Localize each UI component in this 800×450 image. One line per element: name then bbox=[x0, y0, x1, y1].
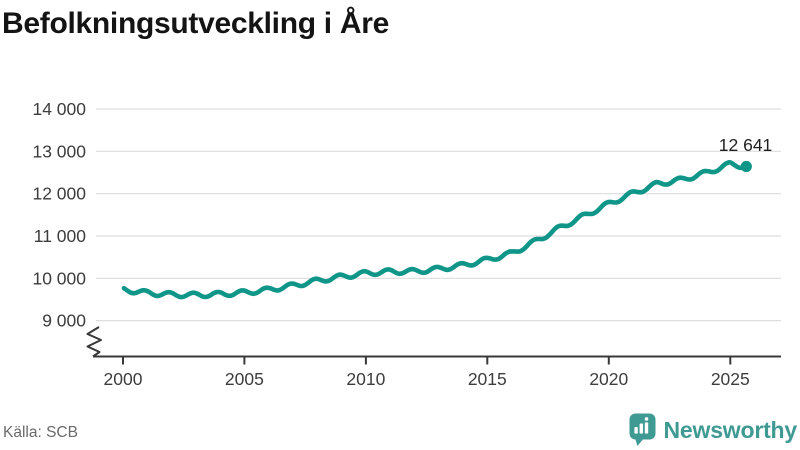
y-tick-label-11000: 11 000 bbox=[34, 226, 86, 246]
newsworthy-logo: Newsworthy bbox=[629, 413, 797, 447]
y-tick-label-9000: 9 000 bbox=[42, 311, 86, 331]
y-tick-label-12000: 12 000 bbox=[32, 184, 86, 204]
x-tick-label-2000: 2000 bbox=[104, 369, 143, 389]
y-tick-label-13000: 13 000 bbox=[32, 141, 86, 161]
brand-name: Newsworthy bbox=[663, 416, 798, 443]
x-tick-label-2015: 2015 bbox=[468, 369, 507, 389]
y-tick-label-10000: 10 000 bbox=[32, 268, 86, 288]
x-tick-label-2005: 2005 bbox=[225, 369, 264, 389]
x-tick-label-2025: 2025 bbox=[711, 369, 750, 389]
x-tick-label-2010: 2010 bbox=[346, 369, 385, 389]
x-tick-label-2020: 2020 bbox=[589, 369, 628, 389]
population-line-chart: 14 000 13 000 12 000 11 000 10 000 9 000 2000 2… bbox=[32, 99, 781, 389]
latest-value-label: 12 641 bbox=[719, 135, 773, 155]
latest-value-dot bbox=[740, 160, 752, 173]
newsworthy-chart-bubble-icon bbox=[629, 413, 656, 446]
source-label: Källa: SCB bbox=[3, 424, 78, 441]
y-axis-break-icon bbox=[86, 326, 102, 358]
chart-title: Befolkningsutveckling i Åre bbox=[2, 7, 389, 40]
population-series-line bbox=[121, 159, 749, 300]
y-tick-label-14000: 14 000 bbox=[32, 99, 86, 119]
